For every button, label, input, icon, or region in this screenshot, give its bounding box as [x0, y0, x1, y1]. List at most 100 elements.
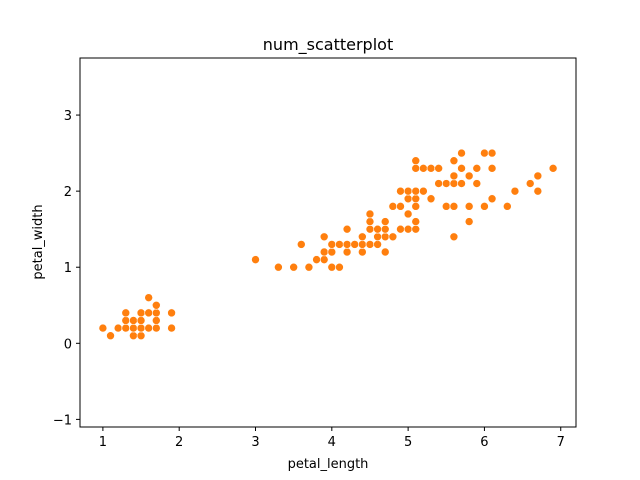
data-point: [533, 171, 543, 181]
data-point: [113, 323, 123, 333]
data-point: [121, 308, 131, 318]
data-points: [98, 148, 558, 341]
data-point: [403, 186, 413, 196]
data-point: [98, 323, 108, 333]
data-point: [411, 164, 421, 173]
data-point: [358, 247, 367, 257]
x-axis-ticks: 1 2 3 4 5 6 7: [99, 427, 565, 450]
plot-area: [79, 57, 577, 428]
data-point: [304, 262, 314, 272]
data-point: [121, 323, 131, 333]
y-tick-label: 0: [64, 337, 72, 352]
data-point: [457, 148, 466, 158]
data-point: [144, 308, 153, 318]
data-point: [449, 156, 459, 166]
data-point: [365, 240, 375, 249]
data-point: [319, 232, 329, 242]
data-point: [510, 186, 520, 196]
data-point: [411, 224, 421, 234]
data-point: [251, 255, 260, 264]
data-point: [152, 308, 161, 318]
data-point: [136, 323, 146, 333]
data-point: [106, 331, 115, 341]
data-point: [464, 217, 474, 226]
data-point: [342, 247, 352, 257]
data-point: [533, 186, 543, 196]
data-point: [129, 323, 138, 333]
data-point: [167, 308, 176, 318]
x-tick-label: 5: [404, 435, 412, 450]
data-point: [152, 323, 161, 333]
data-point: [434, 179, 443, 188]
data-point: [396, 202, 405, 211]
data-point: [365, 209, 375, 219]
data-point: [403, 209, 413, 219]
data-point: [396, 186, 405, 196]
data-point: [388, 232, 398, 242]
data-point: [327, 262, 337, 272]
data-point: [121, 316, 131, 325]
data-point: [457, 164, 466, 173]
data-point: [152, 300, 161, 310]
data-point: [411, 186, 421, 196]
data-point: [487, 148, 497, 158]
data-point: [342, 240, 352, 249]
x-tick-label: 7: [557, 435, 565, 450]
data-point: [472, 179, 482, 188]
data-point: [487, 194, 497, 204]
data-point: [434, 164, 443, 173]
data-point: [449, 232, 459, 242]
data-point: [358, 240, 367, 249]
data-point: [449, 171, 459, 181]
data-point: [419, 164, 428, 173]
data-point: [167, 323, 176, 333]
data-point: [358, 232, 367, 242]
data-point: [136, 331, 146, 341]
data-point: [396, 224, 405, 234]
data-point: [411, 156, 421, 166]
data-point: [342, 224, 352, 234]
data-point: [388, 202, 398, 211]
data-point: [480, 202, 489, 211]
data-point: [525, 179, 535, 188]
data-point: [335, 240, 344, 249]
data-point: [136, 316, 146, 325]
data-point: [480, 148, 489, 158]
data-point: [365, 224, 375, 234]
data-point: [403, 194, 413, 204]
x-tick-label: 6: [480, 435, 488, 450]
y-tick-label: 1: [64, 261, 72, 276]
data-point: [419, 186, 428, 196]
data-point: [449, 202, 459, 211]
data-point: [472, 164, 482, 173]
data-point: [441, 202, 451, 211]
data-point: [411, 217, 421, 226]
data-point: [380, 217, 390, 226]
data-point: [373, 232, 382, 242]
data-point: [129, 316, 138, 325]
y-axis-label: petal_width: [31, 204, 46, 279]
data-point: [296, 240, 306, 249]
data-point: [327, 240, 337, 249]
data-point: [548, 164, 558, 173]
y-tick-label: −1: [53, 413, 72, 428]
data-point: [403, 224, 413, 234]
data-point: [457, 179, 466, 188]
data-point: [373, 224, 382, 234]
data-point: [335, 262, 344, 272]
x-tick-label: 4: [328, 435, 336, 450]
axes-frame: [79, 57, 577, 428]
x-axis-label: petal_length: [288, 457, 369, 472]
y-tick-label: 2: [64, 185, 72, 200]
data-point: [274, 262, 283, 272]
x-tick-label: 1: [99, 435, 107, 450]
data-point: [136, 308, 146, 318]
data-point: [327, 247, 337, 257]
data-point: [441, 179, 451, 188]
data-point: [380, 232, 390, 242]
data-point: [319, 255, 329, 264]
data-point: [464, 202, 474, 211]
data-point: [319, 247, 329, 257]
